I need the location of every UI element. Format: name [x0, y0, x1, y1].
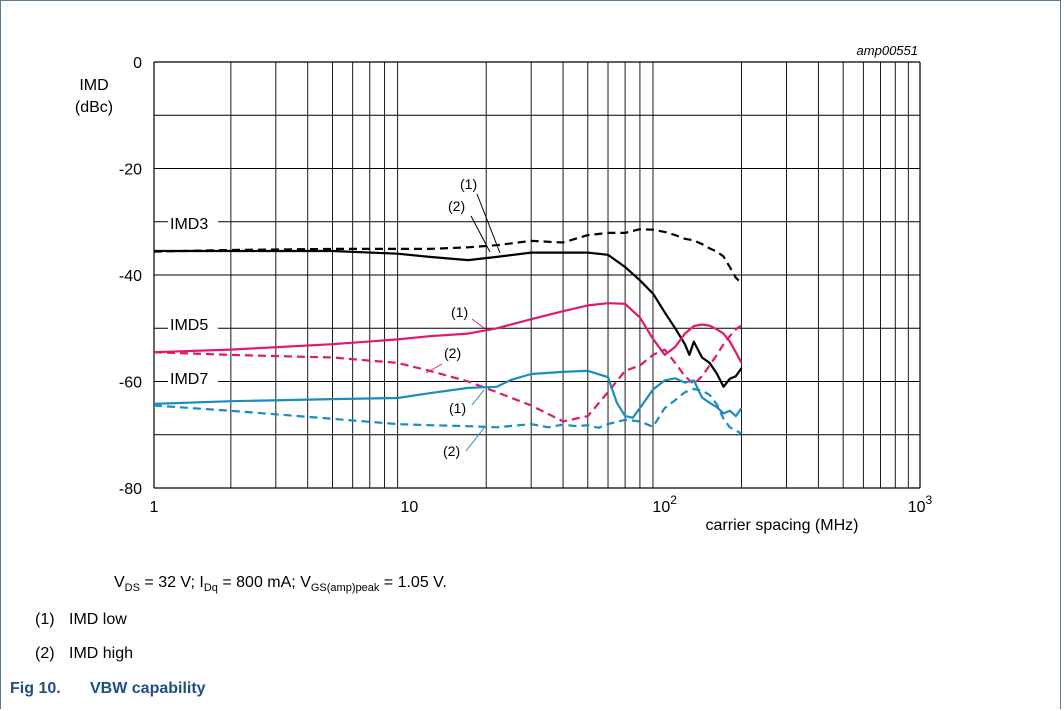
callout-leader [425, 363, 443, 374]
x-axis-label: carrier spacing (MHz) [706, 517, 859, 534]
x-tick-label: 1 [150, 499, 159, 516]
callout-label: (2) [443, 443, 460, 459]
y-axis-unit: (dBc) [75, 99, 113, 116]
chart-grid: 0 -20 -40 -60 -80 1 10 102 103 IMD (dBc) carrier sp… [75, 43, 933, 534]
series-imd3-low [154, 249, 743, 388]
callout-label: (1) [451, 304, 468, 320]
y-tick-label: -40 [119, 268, 142, 285]
callout-label: (2) [444, 345, 461, 361]
y-axis-label: IMD [79, 77, 108, 94]
callout-label: (1) [449, 400, 466, 416]
note-2: (2) IMD high [35, 645, 134, 662]
chart-annotations: IMD3 IMD5 IMD7 (1) (2) (1) (2) (1) (2) [168, 176, 501, 459]
figure-caption: Fig 10. VBW capability [10, 680, 206, 697]
series-label-imd7: IMD7 [170, 371, 208, 388]
series-imd5-low [153, 302, 743, 364]
label-background [168, 214, 218, 234]
y-tick-label: -60 [119, 375, 142, 392]
x-tick-label: 10 [400, 499, 418, 516]
callout-leader [471, 318, 485, 329]
x-tick-label: 103 [908, 493, 933, 516]
series-label-imd3: IMD3 [170, 216, 208, 233]
callout-leader [471, 389, 485, 406]
chart: 0 -20 -40 -60 -80 1 10 102 103 IMD (dBc) carrier sp… [75, 43, 933, 534]
x-tick-label: 102 [652, 493, 677, 516]
callout-leader [476, 193, 501, 254]
conditions-text: VDS = 32 V; IDq = 800 mA; VGS(amp)peak =… [114, 574, 447, 595]
y-tick-label: 0 [133, 55, 142, 72]
callout-leader [465, 427, 485, 452]
figure-id: amp00551 [857, 43, 918, 58]
callout-leader [470, 215, 491, 253]
label-background [168, 315, 218, 335]
y-tick-label: -80 [119, 481, 142, 498]
series-imd7-low [153, 369, 743, 419]
series-label-imd5: IMD5 [170, 317, 208, 334]
callout-label: (2) [448, 198, 465, 214]
callout-label: (1) [460, 176, 477, 192]
note-1: (1) IMD low [35, 611, 127, 628]
label-background [168, 369, 218, 389]
y-tick-label: -20 [119, 162, 142, 179]
series-imd3-high [153, 228, 743, 284]
